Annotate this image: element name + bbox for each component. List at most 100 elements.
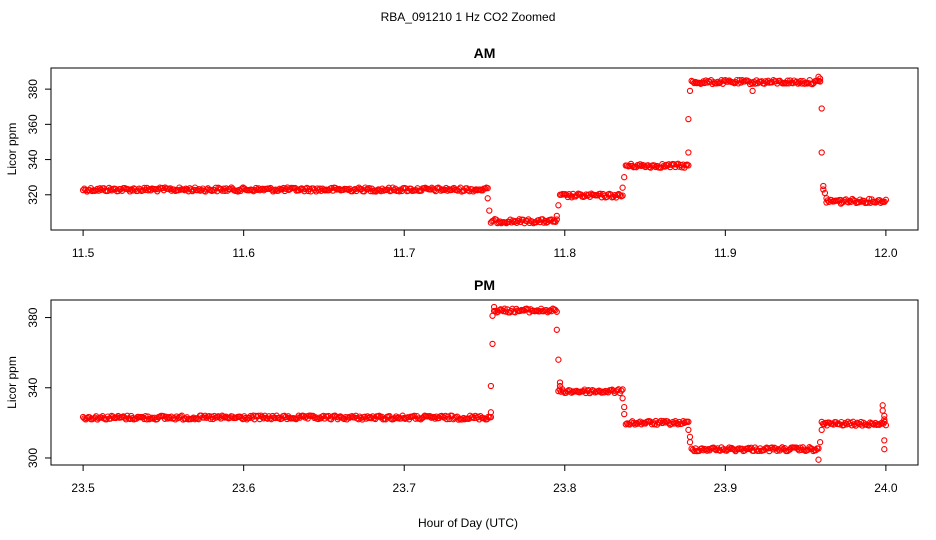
pm-segment-1 (490, 305, 560, 316)
data-point (489, 340, 496, 348)
data-point (752, 80, 759, 87)
data-point (366, 185, 373, 192)
data-point (801, 80, 808, 87)
data-point (501, 305, 508, 312)
data-point (553, 212, 560, 220)
data-point (555, 202, 562, 209)
data-point (517, 307, 524, 315)
data-point (686, 87, 694, 95)
figure-title: RBA_091210 1 Hz CO2 Zoomed (381, 10, 556, 24)
data-point (489, 312, 496, 319)
data-point (638, 421, 645, 428)
data-point (487, 382, 495, 390)
am-data-points (79, 73, 890, 227)
data-point (714, 78, 721, 86)
data-point (553, 326, 560, 333)
pm-y-axis-label: Licor ppm (5, 356, 19, 409)
data-point (96, 185, 104, 192)
data-point (815, 456, 822, 463)
data-point (416, 415, 423, 422)
x-tick-label: 23.9 (714, 481, 738, 495)
data-point (818, 105, 825, 112)
y-tick-label: 360 (26, 114, 40, 134)
data-point (748, 79, 755, 86)
data-point (621, 410, 628, 418)
pm-segment-4 (688, 444, 822, 455)
y-tick-label: 380 (26, 79, 40, 99)
data-point (555, 356, 562, 363)
am-segment-5 (823, 195, 890, 207)
data-point (568, 194, 575, 201)
data-point (881, 412, 888, 420)
figure-x-axis-label: Hour of Day (UTC) (418, 516, 518, 530)
pm-segment-5 (818, 418, 890, 429)
pm-y-axis: 300 340 380 (26, 307, 51, 468)
x-tick-label: 11.9 (714, 246, 737, 260)
x-tick-label: 11.6 (232, 246, 255, 260)
am-segment-2 (556, 190, 626, 201)
x-tick-label: 11.8 (554, 246, 577, 260)
am-x-axis: 11.5 11.6 11.7 11.8 11.9 12.0 (72, 230, 898, 260)
am-plot-frame (50, 67, 919, 231)
data-point (726, 444, 733, 451)
am-segment-1 (487, 216, 560, 227)
data-point (713, 80, 720, 87)
data-point (685, 115, 692, 123)
am-y-axis-label: Licor ppm (5, 123, 19, 176)
data-point (879, 407, 886, 414)
pm-plot-frame (50, 299, 919, 466)
data-point (816, 75, 824, 82)
data-point (685, 418, 692, 425)
data-point (881, 416, 888, 423)
data-point (669, 418, 676, 426)
data-point (242, 414, 249, 422)
data-point (354, 185, 361, 192)
am-segment-0 (79, 184, 491, 195)
data-point (881, 437, 888, 444)
data-point (373, 187, 381, 194)
data-point (685, 426, 692, 434)
data-point (823, 195, 830, 202)
data-point (713, 446, 720, 454)
panels: AM Licor ppm 11.5 11.6 11.7 11.8 11.9 12.0 320 34… (5, 45, 919, 495)
x-tick-label: 23.7 (393, 481, 417, 495)
data-point (651, 421, 658, 428)
pm-panel-title: PM (474, 277, 495, 293)
x-tick-label: 23.6 (232, 481, 256, 495)
data-point (171, 186, 178, 193)
x-tick-label: 23.8 (553, 481, 577, 495)
data-point (749, 87, 756, 95)
data-point (816, 439, 824, 446)
data-point (601, 389, 608, 396)
data-point (777, 445, 785, 452)
data-point (556, 382, 564, 390)
data-point (618, 387, 625, 394)
data-point (881, 446, 888, 453)
data-point (685, 149, 692, 156)
data-point (801, 446, 808, 453)
am-panel: AM Licor ppm 11.5 11.6 11.7 11.8 11.9 12.0 320 34… (5, 45, 919, 260)
data-point (366, 413, 374, 421)
x-tick-label: 23.5 (71, 481, 95, 495)
y-tick-label: 380 (26, 307, 40, 327)
data-point (882, 196, 890, 203)
am-segment-4 (688, 76, 824, 88)
x-tick-label: 11.7 (393, 246, 416, 260)
data-point (486, 207, 493, 214)
data-point (621, 174, 628, 181)
data-point (882, 422, 890, 429)
data-point (619, 386, 626, 393)
pm-segment-3 (622, 417, 692, 428)
data-point (815, 73, 822, 80)
data-point (370, 188, 377, 195)
data-point (685, 162, 692, 169)
data-point (396, 188, 403, 195)
data-point (142, 412, 149, 420)
data-point (619, 395, 626, 402)
data-point (636, 161, 644, 168)
y-tick-label: 300 (26, 448, 40, 468)
data-point (818, 426, 825, 434)
data-point (879, 402, 886, 409)
am-panel-title: AM (474, 45, 496, 61)
